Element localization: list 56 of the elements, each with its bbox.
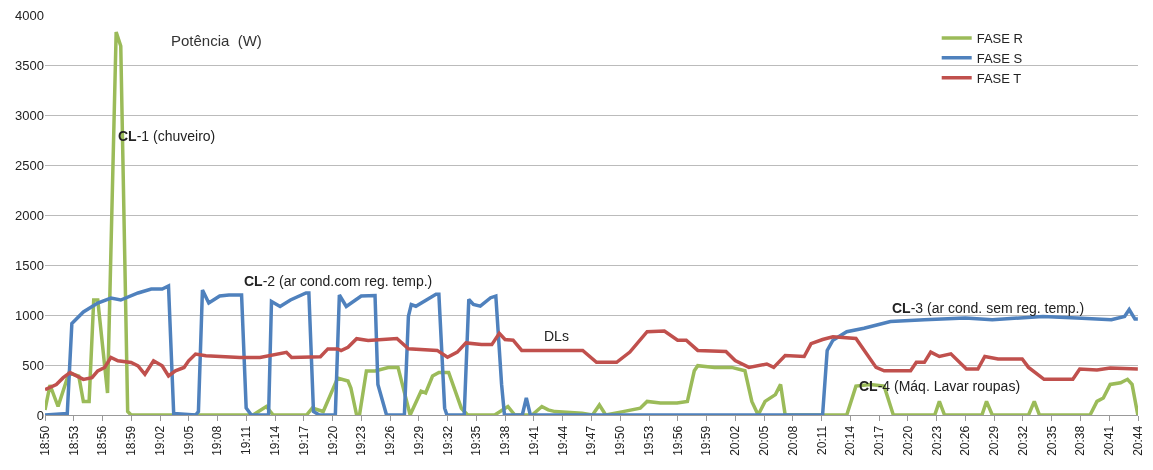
x-tick-label: 18:50	[37, 425, 52, 456]
legend-label: FASE T	[976, 70, 1022, 86]
x-tick-label: 20:35	[1044, 425, 1059, 456]
x-tick-label: 19:53	[641, 425, 656, 456]
x-tick-label: 18:56	[95, 425, 110, 456]
x-tick-label: 19:41	[526, 425, 541, 456]
y-tick-label: 500	[22, 357, 44, 373]
x-tick-label: 19:32	[440, 425, 455, 456]
x-tick-label: 18:53	[66, 425, 81, 456]
x-tick-label: 20:44	[1130, 425, 1145, 456]
x-tick-label: 20:38	[1073, 425, 1088, 456]
x-tick-label: 19:23	[354, 425, 369, 456]
x-tick-label: 19:26	[383, 425, 398, 456]
x-tick-label: 20:02	[728, 425, 743, 456]
x-tick-label: 18:59	[124, 425, 139, 456]
x-tick-label: 20:20	[900, 425, 915, 456]
x-tick-label: 19:17	[296, 425, 311, 456]
y-tick-label: 4000	[15, 7, 44, 23]
y-tick-label: 1000	[15, 307, 44, 323]
x-tick-label: 20:08	[785, 425, 800, 456]
x-tick-label: 20:41	[1102, 425, 1117, 456]
y-tick-label: 3500	[15, 57, 44, 73]
x-tick-label: 19:02	[152, 425, 167, 456]
x-tick-label: 20:23	[929, 425, 944, 456]
annotation: CL-3 (ar cond. sem reg. temp.)	[892, 300, 1085, 316]
y-tick-label: 1500	[15, 257, 44, 273]
text: Potência (W)	[171, 32, 262, 49]
x-tick-label: 19:50	[613, 425, 628, 456]
x-tick-label: 20:05	[756, 425, 771, 456]
y-tick-label: 2000	[15, 207, 44, 223]
x-tick-label: 19:44	[555, 425, 570, 456]
x-tick-label: 19:08	[210, 425, 225, 456]
y-tick-label: 0	[36, 407, 44, 423]
line-series	[45, 329, 1138, 392]
y-tick-label: 2500	[15, 157, 44, 173]
x-tick-label: 20:14	[843, 425, 858, 456]
x-tick-label: 19:56	[670, 425, 685, 456]
x-tick-label: 19:47	[584, 425, 599, 456]
x-tick-label: 19:11	[239, 425, 254, 455]
x-tick-label: 20:11	[814, 425, 829, 455]
x-tick-label: 20:26	[958, 425, 973, 456]
y-tick-label: 3000	[15, 107, 44, 123]
x-tick-label: 19:05	[181, 425, 196, 456]
x-tick-label: 20:17	[872, 425, 887, 456]
x-tick-label: 19:20	[325, 425, 340, 456]
legend-label: FASE S	[976, 50, 1023, 66]
x-tick-label: 20:32	[1015, 425, 1030, 456]
annotation: DLs	[544, 328, 569, 344]
x-tick-label: 19:35	[469, 425, 484, 456]
legend-label: FASE R	[976, 31, 1023, 47]
x-tick-label: 19:59	[699, 425, 714, 456]
x-tick-label: 20:29	[987, 425, 1002, 456]
x-tick-label: 19:14	[268, 425, 283, 456]
x-tick-label: 19:38	[498, 425, 513, 456]
annotation: CL-2 (ar cond.com reg. temp.)	[244, 273, 433, 289]
x-tick-label: 19:29	[411, 425, 426, 456]
